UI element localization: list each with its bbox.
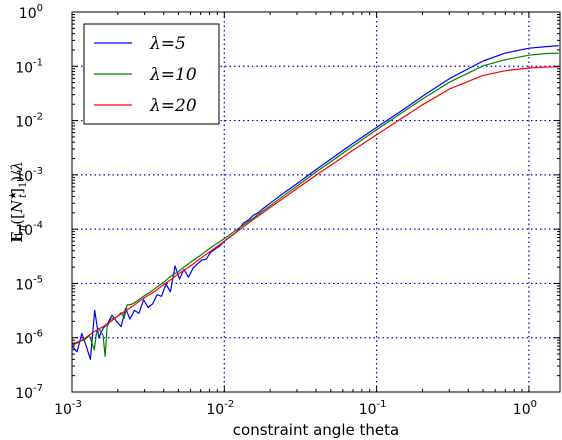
series-lines (71, 45, 559, 360)
y-tick-label: 10-2 (15, 112, 43, 131)
axis-ticks (71, 11, 560, 393)
x-tick-label: 100 (513, 399, 537, 418)
tick-labels: 10-3 10-2 10-1 100 10-7 10-6 10-5 10-4 10-3 10-2 1… (15, 3, 537, 418)
legend: λ=5 λ=10 λ=20 (83, 23, 220, 125)
y-tick-label: 10-1 (15, 57, 43, 76)
y-tick-label: 10-7 (15, 383, 43, 402)
y-tick-label: 10-5 (15, 274, 43, 293)
y-axis-label: Eπ([N★t]1)/λ (8, 161, 29, 243)
y-tick-label: 10-6 (15, 329, 43, 348)
x-tick-label: 10-1 (359, 399, 387, 418)
y-tick-label: 100 (19, 3, 43, 22)
legend-label-1: λ=5 (149, 34, 186, 54)
svg-text:Eπ([N★t]1)/λ: Eπ([N★t]1)/λ (8, 161, 29, 243)
legend-label-3: λ=20 (149, 96, 197, 116)
y-tick-label: 10-3 (15, 166, 43, 185)
series-line-3 (71, 66, 559, 347)
series-line-2 (71, 52, 559, 358)
legend-label-2: λ=10 (149, 65, 197, 85)
y-tick-label: 10-4 (15, 220, 43, 239)
x-tick-label: 10-2 (206, 399, 234, 418)
x-axis-label: constraint angle theta (233, 421, 399, 439)
x-tick-label: 10-3 (54, 399, 82, 418)
